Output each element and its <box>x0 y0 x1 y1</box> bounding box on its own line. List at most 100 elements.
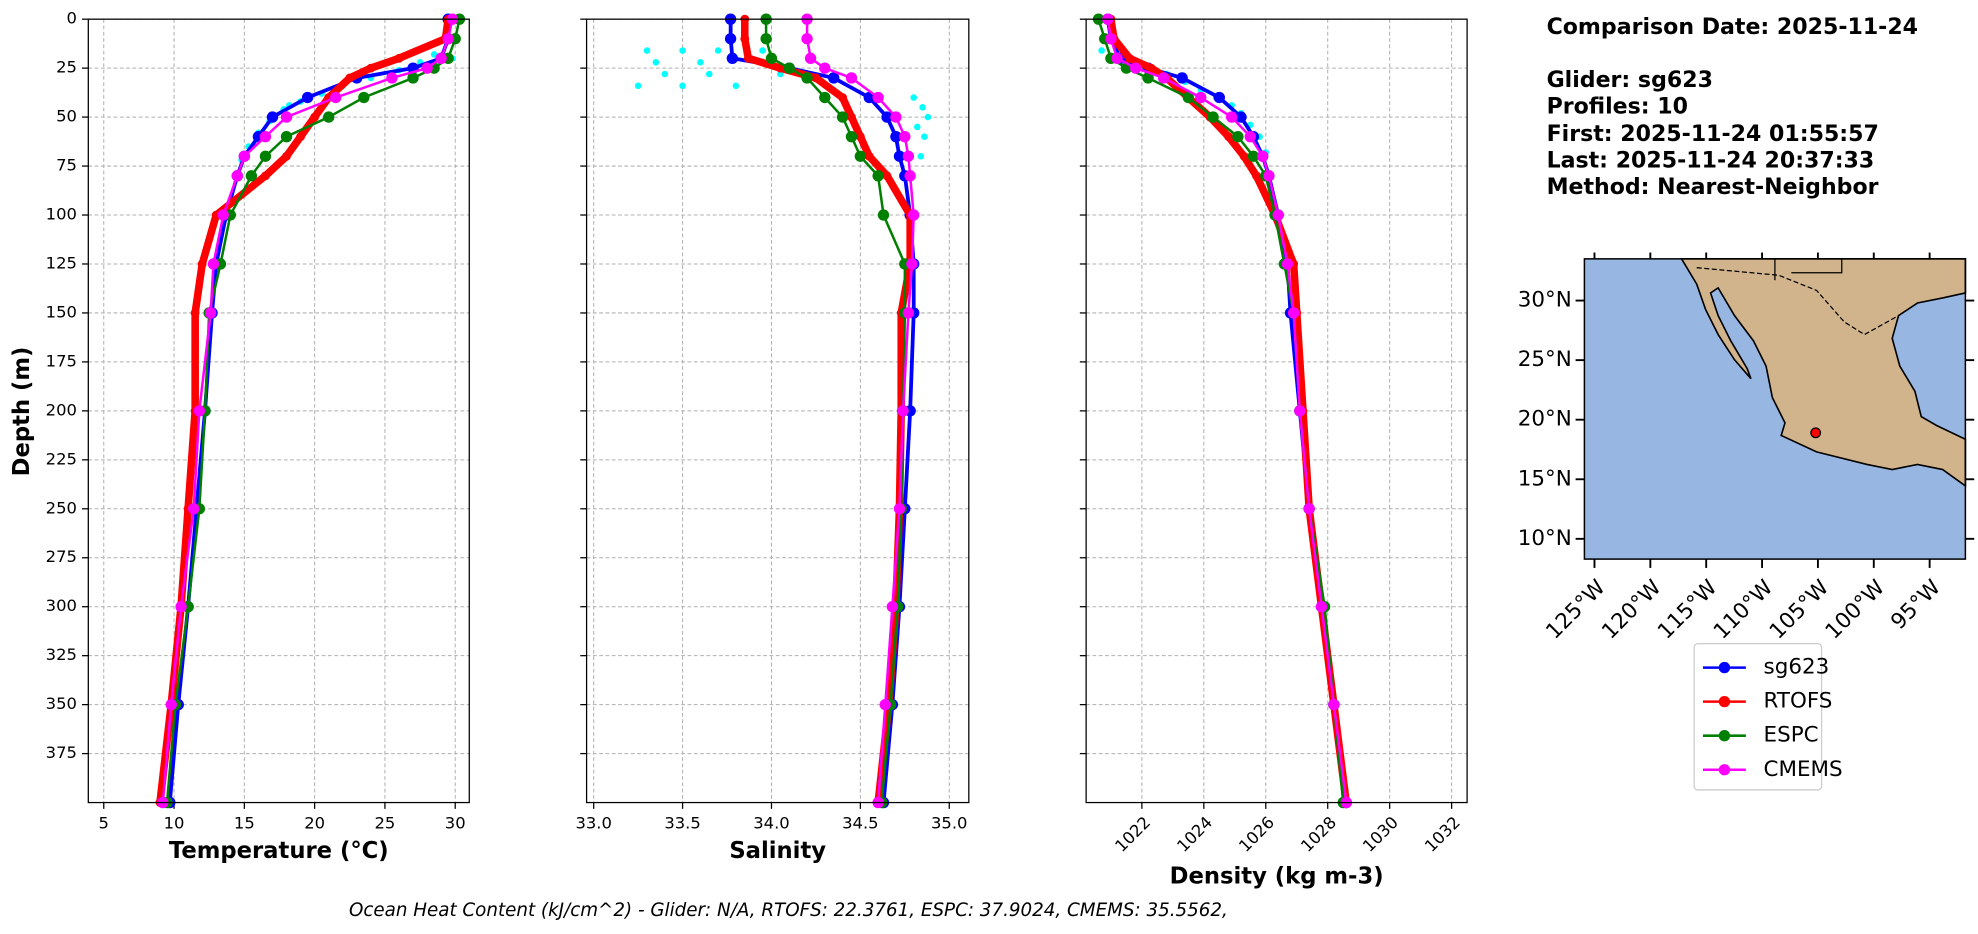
map-x-tick-label: 125°W <box>1541 575 1610 644</box>
raw-point <box>921 133 928 140</box>
legend-marker <box>1718 730 1731 742</box>
profile-marker <box>886 601 899 613</box>
y-tick-label: 100 <box>46 205 77 224</box>
profile-marker <box>217 209 229 221</box>
profile-marker <box>1247 150 1260 162</box>
x-tick-label: 34.0 <box>753 813 789 832</box>
map <box>1583 258 1967 560</box>
profile-marker <box>801 72 813 84</box>
legend-marker <box>1718 661 1731 674</box>
profile-marker <box>1328 698 1340 711</box>
profile-marker <box>193 405 206 417</box>
profile-marker <box>238 150 251 162</box>
info-line: Glider: sg623 <box>1547 68 1713 93</box>
raw-point <box>634 82 642 90</box>
map-y-tick-label: 25°N <box>1518 347 1572 372</box>
x-tick-label: 33.5 <box>664 813 700 832</box>
x-tick-label: 30 <box>445 813 466 832</box>
profile-marker <box>804 52 817 65</box>
raw-point <box>430 51 438 58</box>
profile-marker <box>783 62 795 74</box>
profile-marker <box>259 131 272 143</box>
x-tick-label: 1030 <box>1359 813 1402 856</box>
profile-marker <box>266 111 279 123</box>
legend-label: CMEMS <box>1764 757 1843 782</box>
raw-point <box>661 70 669 78</box>
map-x-tick-label: 95°W <box>1886 575 1946 635</box>
profile-marker <box>877 209 890 221</box>
profile-marker <box>1303 503 1315 515</box>
profile-marker <box>175 601 187 613</box>
profile-marker <box>775 63 785 73</box>
profile-marker <box>1195 91 1207 104</box>
map-y-tick-label: 10°N <box>1518 526 1572 551</box>
raw-point <box>919 104 926 111</box>
profile-marker <box>1130 62 1142 74</box>
y-tick-label: 150 <box>46 302 77 321</box>
profile-marker <box>1272 209 1284 221</box>
info-line: Profiles: 10 <box>1547 94 1688 119</box>
profile-marker <box>330 91 342 104</box>
profile-marker <box>188 503 200 515</box>
raw-point <box>705 70 713 78</box>
panel: 33.0 33.5 34.0 34.5 35.0 Salinity <box>575 13 970 864</box>
profile-marker <box>1224 132 1234 142</box>
profile-marker <box>1252 171 1261 181</box>
profile-marker <box>386 72 398 84</box>
axes-frame <box>87 18 470 804</box>
x-tick-label: 33.0 <box>575 813 611 832</box>
profile-marker <box>854 150 867 162</box>
footer: Ocean Heat Content (kJ/cm^2) - Glider: N… <box>349 900 1228 921</box>
y-tick-label: 125 <box>46 253 77 272</box>
raw-point <box>759 47 766 54</box>
profile-marker <box>864 151 874 161</box>
glider-position <box>1810 427 1822 439</box>
profile-marker <box>765 52 778 65</box>
profile-marker <box>1226 111 1238 123</box>
map-y-tick-label: 30°N <box>1518 288 1572 313</box>
map-x-tick-label: 105°W <box>1765 575 1834 644</box>
profile-marker <box>908 209 920 221</box>
legend-label: ESPC <box>1764 723 1819 748</box>
y-tick-label: 325 <box>46 645 77 664</box>
profile-marker <box>1294 405 1306 417</box>
profile-marker <box>366 63 376 73</box>
profile-marker <box>743 53 753 63</box>
profile-marker <box>801 33 813 45</box>
profile-marker <box>435 52 447 65</box>
x-tick-label: 25 <box>375 813 396 832</box>
profile-marker <box>231 170 243 182</box>
raw-point <box>913 123 921 131</box>
x-axis-label: Salinity <box>729 838 826 864</box>
profile-marker <box>280 131 293 143</box>
legend-marker <box>1718 764 1731 776</box>
x-tick-label: 1026 <box>1235 813 1278 856</box>
profile-marker <box>811 73 821 83</box>
legend-box <box>1693 642 1823 791</box>
profile-marker <box>245 170 258 182</box>
profile-marker <box>345 73 355 83</box>
profile-marker <box>165 698 177 711</box>
legend-marker <box>1718 695 1731 708</box>
profile-marker <box>323 111 335 123</box>
profile-marker <box>845 131 858 143</box>
profile-marker <box>899 131 911 143</box>
profile-marker <box>847 112 856 122</box>
map-x-tick-label: 100°W <box>1821 575 1890 644</box>
profile-marker <box>280 111 293 123</box>
raw-point <box>643 47 651 54</box>
profile-marker <box>1146 63 1156 73</box>
profile-marker <box>897 405 909 417</box>
info-line: Last: 2025-11-24 20:37:33 <box>1547 149 1875 174</box>
y-tick-label: 50 <box>56 107 77 126</box>
profile-marker <box>1125 53 1134 63</box>
profile-marker <box>442 33 454 45</box>
profile-marker <box>1157 72 1170 84</box>
land <box>1680 258 1967 488</box>
x-tick-label: 34.5 <box>842 813 878 832</box>
y-tick-label: 300 <box>46 596 77 615</box>
profile-marker <box>836 111 849 123</box>
profile-marker <box>724 33 737 45</box>
map-y-tick-label: 15°N <box>1518 466 1572 491</box>
profile-marker <box>296 132 305 142</box>
